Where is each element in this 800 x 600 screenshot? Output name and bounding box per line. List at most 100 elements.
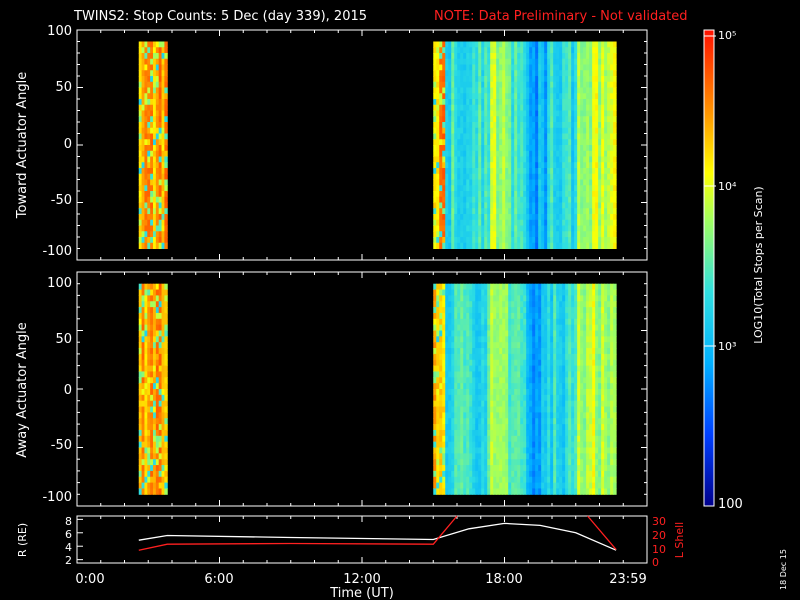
heatmap-cell bbox=[508, 359, 512, 367]
heatmap-cell bbox=[475, 47, 479, 54]
heatmap-cell bbox=[526, 447, 530, 454]
heatmap-cell bbox=[550, 70, 554, 77]
heatmap-cell bbox=[607, 99, 611, 106]
heatmap-cell bbox=[553, 342, 557, 349]
heatmap-cell bbox=[532, 389, 536, 396]
heatmap-cell bbox=[592, 70, 596, 77]
heatmap-cell bbox=[553, 348, 557, 355]
heatmap-cell bbox=[517, 225, 521, 232]
heatmap-cell bbox=[451, 99, 455, 106]
heatmap-cell bbox=[547, 377, 551, 384]
heatmap-cell bbox=[161, 353, 165, 361]
heatmap-cell bbox=[478, 196, 482, 203]
heatmap-cell bbox=[469, 150, 473, 157]
heatmap-cell bbox=[493, 53, 497, 60]
heatmap-cell bbox=[529, 237, 533, 244]
heatmap-cell bbox=[496, 219, 500, 226]
heatmap-cell bbox=[571, 191, 575, 198]
heatmap-cell bbox=[150, 342, 154, 349]
heatmap-cell bbox=[138, 359, 143, 367]
heatmap-cell bbox=[550, 173, 554, 180]
heatmap-cell bbox=[436, 104, 440, 111]
heatmap-cell bbox=[544, 99, 548, 106]
heatmap-cell bbox=[150, 488, 154, 495]
heatmap-cell bbox=[550, 214, 554, 221]
heatmap-cell bbox=[496, 104, 500, 111]
heatmap-cell bbox=[505, 237, 509, 244]
heatmap-cell bbox=[144, 76, 148, 83]
heatmap-cell bbox=[547, 219, 551, 226]
heatmap-cell bbox=[526, 348, 530, 355]
heatmap-cell bbox=[565, 459, 569, 466]
heatmap-cell bbox=[436, 185, 440, 192]
heatmap-cell bbox=[571, 122, 575, 129]
heatmap-cell bbox=[586, 214, 590, 221]
heatmap-cell bbox=[583, 429, 587, 437]
heatmap-cell bbox=[490, 191, 494, 198]
heatmap-cell bbox=[580, 58, 584, 65]
heatmap-cell bbox=[164, 116, 168, 123]
heatmap-cell bbox=[161, 383, 165, 390]
heatmap-cell bbox=[454, 150, 458, 157]
heatmap-cell bbox=[595, 242, 599, 249]
heatmap-cell bbox=[508, 127, 512, 134]
heatmap-cell bbox=[484, 156, 488, 163]
heatmap-cell bbox=[589, 219, 593, 226]
heatmap-cell bbox=[547, 488, 551, 495]
heatmap-cell bbox=[158, 87, 163, 94]
heatmap-cell bbox=[538, 225, 542, 232]
heatmap-cell bbox=[155, 139, 160, 146]
heatmap-cell bbox=[559, 424, 563, 431]
heatmap-cell bbox=[487, 324, 491, 331]
heatmap-cell bbox=[538, 208, 542, 215]
heatmap-cell bbox=[493, 307, 497, 314]
heatmap-cell bbox=[520, 301, 524, 308]
heatmap-cell bbox=[451, 58, 455, 65]
heatmap-cell bbox=[610, 110, 614, 117]
heatmap-cell bbox=[583, 435, 587, 443]
heatmap-cell bbox=[141, 312, 145, 320]
heatmap-cell bbox=[481, 87, 485, 94]
heatmap-cell bbox=[523, 81, 527, 88]
heatmap-cell bbox=[475, 371, 479, 378]
heatmap-cell bbox=[535, 219, 539, 226]
heatmap-cell bbox=[544, 312, 548, 320]
heatmap-cell bbox=[439, 99, 443, 106]
heatmap-cell bbox=[571, 307, 575, 314]
heatmap-cell bbox=[138, 371, 143, 378]
heatmap-cell bbox=[553, 447, 557, 454]
heatmap-cell bbox=[550, 162, 554, 169]
heatmap-cell bbox=[538, 122, 542, 129]
heatmap-cell bbox=[499, 377, 503, 384]
heatmap-cell bbox=[144, 139, 148, 146]
heatmap-cell bbox=[141, 196, 145, 203]
heatmap-cell bbox=[529, 318, 533, 326]
heatmap-cell bbox=[478, 470, 482, 478]
heatmap-cell bbox=[484, 377, 488, 384]
heatmap-cell bbox=[493, 99, 497, 106]
heatmap-cell bbox=[532, 377, 536, 384]
heatmap-cell bbox=[547, 237, 551, 244]
heatmap-cell bbox=[604, 150, 608, 157]
heatmap-cell bbox=[595, 93, 599, 100]
heatmap-cell bbox=[141, 377, 145, 384]
heatmap-cell bbox=[147, 295, 151, 302]
heatmap-cell bbox=[138, 353, 143, 361]
heatmap-cell bbox=[493, 173, 497, 180]
heatmap-cell bbox=[478, 208, 482, 215]
heatmap-cell bbox=[562, 81, 566, 88]
heatmap-cell bbox=[613, 237, 617, 244]
heatmap-cell bbox=[490, 214, 494, 221]
heatmap-cell bbox=[439, 307, 443, 314]
heatmap-cell bbox=[574, 185, 578, 192]
heatmap-cell bbox=[155, 185, 160, 192]
heatmap-cell bbox=[502, 104, 506, 111]
heatmap-cell bbox=[448, 237, 452, 244]
heatmap-cell bbox=[547, 47, 551, 54]
heatmap-cell bbox=[472, 470, 476, 478]
heatmap-cell bbox=[550, 122, 554, 129]
heatmap-cell bbox=[592, 371, 596, 378]
heatmap-cell bbox=[532, 447, 536, 454]
heatmap-cell bbox=[457, 242, 461, 249]
heatmap-cell bbox=[505, 318, 509, 326]
